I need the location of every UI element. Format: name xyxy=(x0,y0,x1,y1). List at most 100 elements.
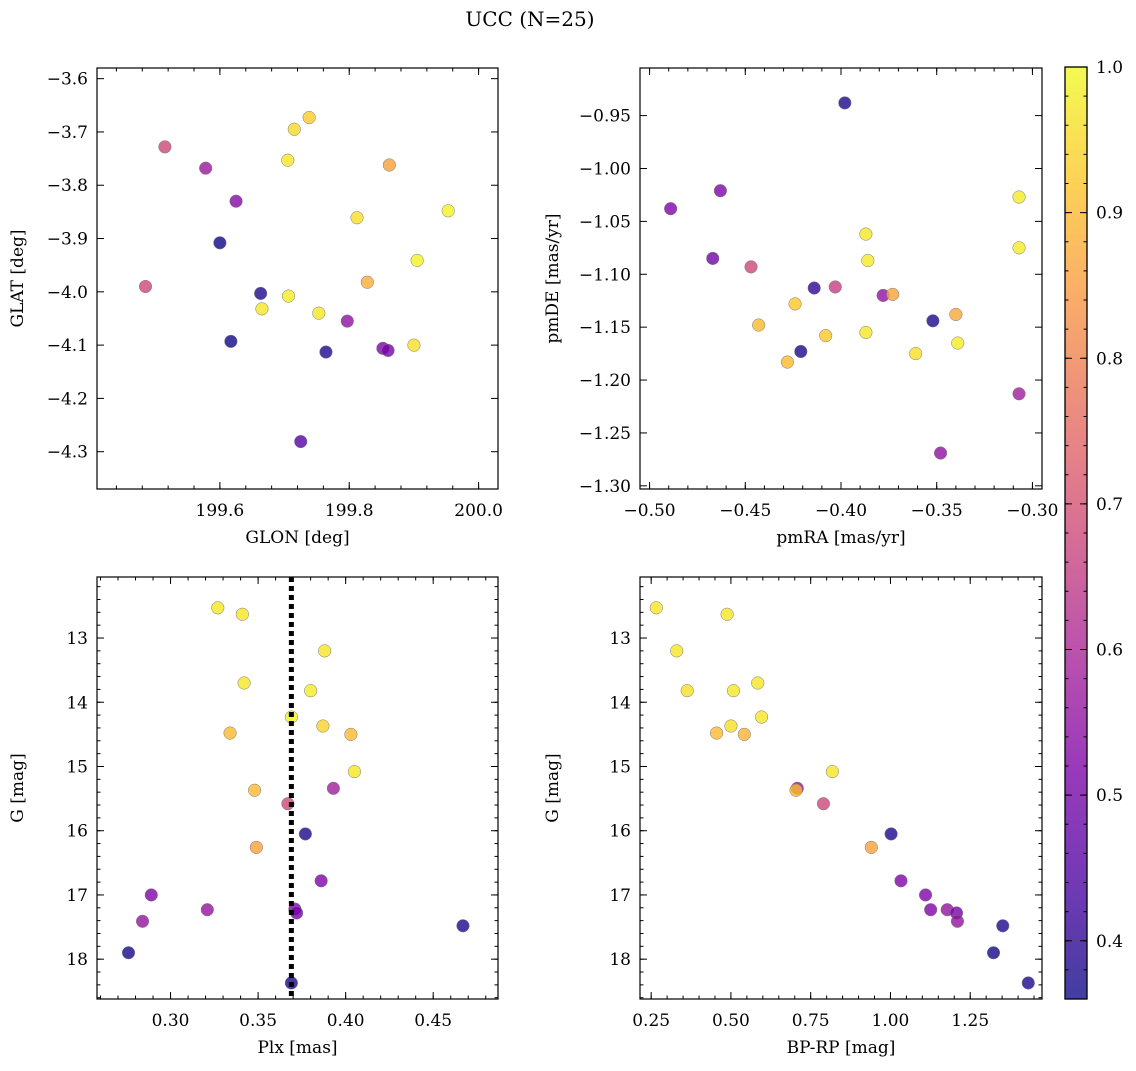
axes-frame xyxy=(96,67,499,490)
scatter-point xyxy=(859,227,873,241)
y-tick-label: 18 xyxy=(66,950,88,970)
scatter-point xyxy=(213,236,227,250)
x-tick-label: 0.25 xyxy=(632,1011,670,1031)
scatter-point xyxy=(724,719,738,733)
x-tick-label: −0.30 xyxy=(1006,501,1058,521)
scatter-point xyxy=(884,827,898,841)
scatter-point xyxy=(223,726,237,740)
x-axis-label: Plx [mas] xyxy=(257,1038,337,1058)
x-axis-label: GLON [deg] xyxy=(245,528,349,548)
scatter-point xyxy=(281,153,295,167)
scatter-point xyxy=(281,289,295,303)
scatter-point xyxy=(1012,241,1026,255)
scatter-point xyxy=(751,676,765,690)
scatter-point xyxy=(755,710,769,724)
scatter-points xyxy=(121,601,470,990)
scatter-point xyxy=(1021,976,1035,990)
colorbar-tick-label: 0.9 xyxy=(1096,204,1123,224)
scatter-point xyxy=(314,874,328,888)
y-tick-label: 14 xyxy=(609,693,631,713)
x-tick-label: −0.50 xyxy=(624,501,676,521)
y-tick-label: −0.95 xyxy=(579,107,631,127)
colorbar: 0.4 0.5 0.6 0.7 0.8 0.9 1.0 xyxy=(1064,58,1123,1000)
scatter-point xyxy=(302,111,316,125)
scatter-point xyxy=(249,840,263,854)
x-axis-label: pmRA [mas/yr] xyxy=(776,528,905,548)
x-tick-label: 199.6 xyxy=(196,501,245,521)
scatter-point xyxy=(744,260,758,274)
x-tick-label: 1.00 xyxy=(872,1011,910,1031)
colorbar-tick-label: 0.5 xyxy=(1096,786,1123,806)
panel-plx-g: 0.30 0.35 0.40 0.45 13 14 15 16 17 18 Plx [mas] G [… xyxy=(8,576,499,1058)
colorbar-tick-label: 0.4 xyxy=(1096,932,1123,952)
y-axis-label: GLAT [deg] xyxy=(8,229,28,327)
y-tick-label: −1.15 xyxy=(579,318,631,338)
scatter-point xyxy=(861,253,875,268)
scatter-point xyxy=(909,347,923,361)
y-tick-label: −1.10 xyxy=(579,265,631,285)
scatter-point xyxy=(949,307,963,322)
scatter-point xyxy=(713,184,727,198)
scatter-point xyxy=(441,204,455,218)
scatter-points xyxy=(649,601,1035,990)
scatter-point xyxy=(816,797,831,811)
axes-frame xyxy=(639,67,1043,490)
scatter-point xyxy=(807,281,821,295)
y-tick-label: −4.0 xyxy=(47,283,88,303)
scatter-point xyxy=(720,607,734,621)
scatter-point xyxy=(316,719,330,733)
x-tick-label: 0.75 xyxy=(792,1011,830,1031)
scatter-point xyxy=(986,946,1001,960)
panel-glon-glat: 199.6 199.8 200.0 −3.6 −3.7 −3.8 −3.9 −4.0 −4.1 −… xyxy=(8,67,503,548)
y-tick-label: 16 xyxy=(609,822,631,842)
scatter-point xyxy=(144,888,158,902)
scatter-point xyxy=(710,726,724,740)
colorbar-tick-label: 0.7 xyxy=(1096,495,1123,515)
y-tick-label: 16 xyxy=(66,822,88,842)
scatter-point xyxy=(864,840,878,854)
x-axis-label: BP-RP [mag] xyxy=(787,1038,896,1058)
y-tick-label: 17 xyxy=(609,886,631,906)
scatter-point xyxy=(121,946,136,960)
scatter-point xyxy=(456,919,470,933)
scatter-point xyxy=(859,325,873,339)
scatter-point xyxy=(138,279,153,294)
scatter-point xyxy=(951,336,965,350)
figure-title: UCC (N=25) xyxy=(465,7,594,31)
y-tick-label: 15 xyxy=(609,757,631,777)
scatter-point xyxy=(360,275,374,289)
colorbar-tick-label: 0.6 xyxy=(1096,641,1123,661)
scatter-point xyxy=(664,202,678,216)
scatter-point xyxy=(828,280,842,294)
y-tick-label: −1.05 xyxy=(579,212,631,232)
x-tick-label: 0.30 xyxy=(152,1011,190,1031)
y-tick-label: −4.3 xyxy=(47,443,88,463)
scatter-point xyxy=(789,783,803,797)
scatter-point xyxy=(350,211,364,225)
x-tick-label: 0.35 xyxy=(239,1011,277,1031)
colorbar-tick-label: 0.8 xyxy=(1096,349,1123,369)
scatter-point xyxy=(248,783,262,797)
x-tick-label: −0.40 xyxy=(815,501,867,521)
scatter-point xyxy=(340,314,354,328)
scatter-point xyxy=(229,194,243,208)
y-tick-label: −4.1 xyxy=(47,336,88,356)
scatter-point xyxy=(1012,387,1026,401)
scatter-point xyxy=(737,727,751,741)
scatter-point xyxy=(726,684,741,698)
y-tick-label: −3.9 xyxy=(47,230,88,250)
y-axis-label: pmDE [mas/yr] xyxy=(543,213,563,343)
y-tick-label: −3.6 xyxy=(47,70,88,90)
y-axis-label: G [mag] xyxy=(8,753,28,822)
scatter-point xyxy=(752,318,766,332)
scatter-point xyxy=(933,446,948,460)
scatter-point xyxy=(706,251,720,265)
y-tick-label: 15 xyxy=(66,757,88,777)
y-tick-label: −4.2 xyxy=(47,389,88,409)
scatter-point xyxy=(199,161,213,175)
scatter-point xyxy=(924,903,938,917)
y-tick-label: −1.30 xyxy=(579,477,631,497)
scatter-point xyxy=(312,306,326,320)
scatter-point xyxy=(670,644,684,658)
y-axis-label: G [mag] xyxy=(543,753,563,822)
